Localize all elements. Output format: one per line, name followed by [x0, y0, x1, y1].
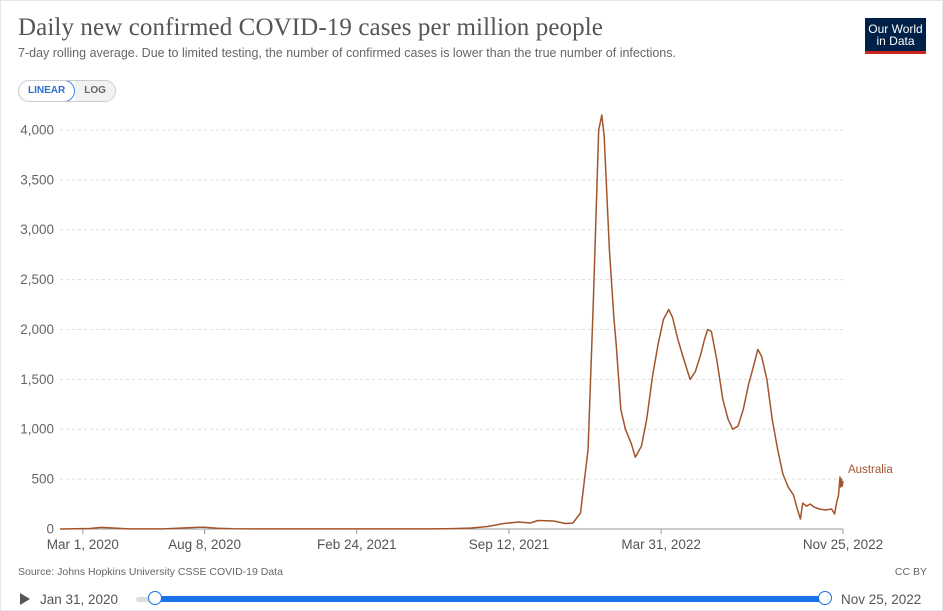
timeline-start-label: Jan 31, 2020: [40, 592, 119, 607]
owid-logo[interactable]: Our World in Data: [865, 18, 926, 54]
chart-subtitle: 7-day rolling average. Due to limited te…: [18, 46, 676, 60]
grid-lines: [60, 129, 843, 480]
source-note[interactable]: Source: Johns Hopkins University CSSE CO…: [18, 566, 283, 578]
series-line-australia[interactable]: [59, 114, 844, 530]
y-tick-label: 3,000: [20, 222, 54, 237]
x-tick-label: Mar 31, 2022: [621, 537, 701, 552]
y-tick-label: 0: [46, 522, 54, 537]
y-axis-ticks: 0 500 1,000 1,500 2,000 2,500 3,000 3,500 4,000: [20, 122, 54, 536]
y-tick-label: 2,500: [20, 272, 54, 287]
y-tick-label: 4,000: [20, 122, 54, 137]
y-tick-label: 3,500: [20, 172, 54, 187]
log-scale-button[interactable]: LOG: [75, 81, 115, 101]
logo-line-2: in Data: [876, 34, 915, 48]
x-tick-label: Sep 12, 2021: [469, 537, 549, 552]
play-icon[interactable]: [20, 593, 30, 605]
linear-scale-button[interactable]: LINEAR: [18, 81, 76, 101]
timeline-end-handle[interactable]: [818, 591, 832, 605]
y-tick-label: 2,000: [20, 322, 54, 337]
timeline-selection[interactable]: [155, 596, 825, 602]
logo-line-1: Our World: [868, 22, 923, 36]
chart-title: Daily new confirmed COVID-19 cases per m…: [18, 14, 603, 41]
x-axis: Mar 1, 2020 Aug 8, 2020 Feb 24, 2021 Sep 12…: [47, 528, 883, 552]
line-chart: 05001,0001,5002,0002,5003,0003,5004,000 …: [20, 114, 893, 552]
y-tick-label: 1,500: [20, 372, 54, 387]
timeline: Jan 31, 2020 Nov 25, 2022: [0, 588, 943, 610]
y-tick-label: 1,000: [20, 422, 54, 437]
series-label[interactable]: Australia: [848, 464, 893, 476]
y-tick-label: 500: [31, 472, 54, 487]
license-label[interactable]: CC BY: [894, 566, 927, 578]
series-lines: [59, 114, 844, 530]
x-tick-label: Nov 25, 2022: [803, 537, 883, 552]
scale-toggle: LINEAR LOG: [18, 80, 116, 102]
x-tick-label: Mar 1, 2020: [47, 537, 119, 552]
series-labels: Australia: [848, 464, 893, 476]
x-tick-label: Aug 8, 2020: [168, 537, 241, 552]
timeline-start-handle[interactable]: [148, 591, 162, 605]
timeline-end-label: Nov 25, 2022: [841, 592, 922, 607]
x-tick-label: Feb 24, 2021: [317, 537, 397, 552]
